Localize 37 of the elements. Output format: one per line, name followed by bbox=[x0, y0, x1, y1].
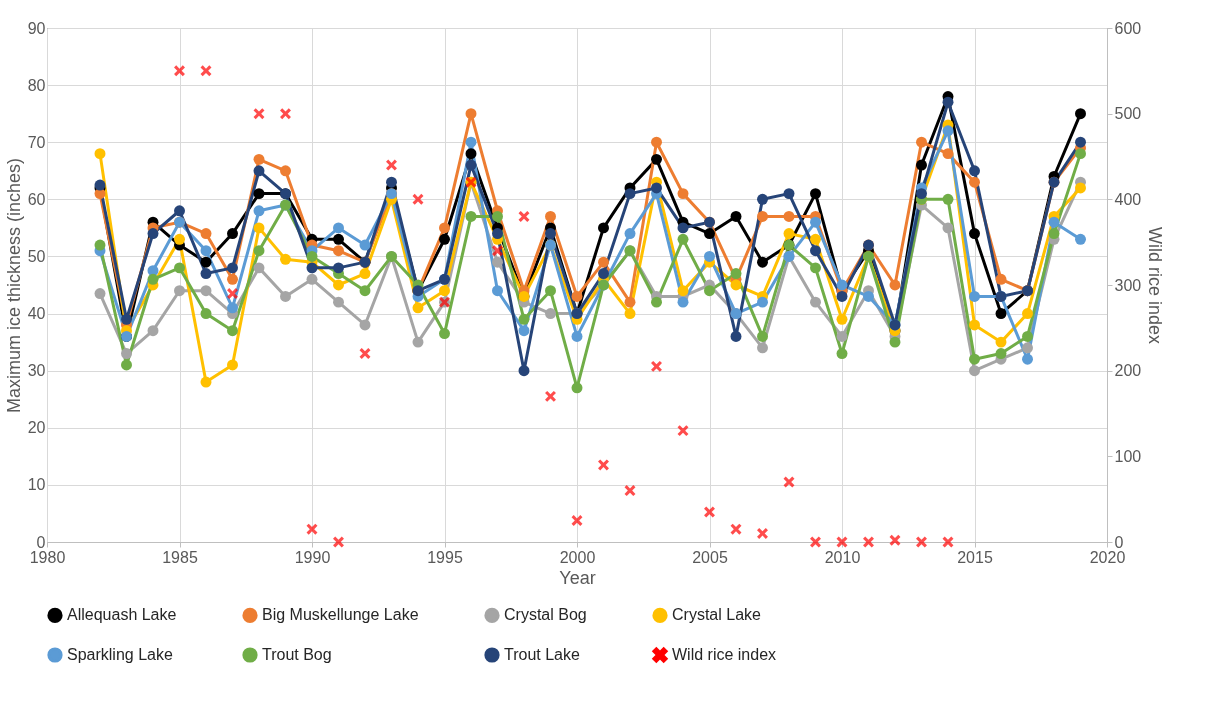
legend-label: Wild rice index bbox=[672, 646, 777, 663]
x-axis-title: Year bbox=[559, 567, 596, 588]
y2-tick-label: 600 bbox=[1114, 19, 1142, 37]
x-tick-label: 1980 bbox=[29, 548, 66, 566]
legend-label: Big Muskellunge Lake bbox=[262, 606, 419, 624]
y-tick-label: 10 bbox=[27, 476, 46, 494]
x-tick-label: 2020 bbox=[1089, 548, 1126, 566]
legend-label: Sparkling Lake bbox=[67, 646, 173, 663]
y-tick-label: 90 bbox=[27, 19, 46, 37]
legend-label: Crystal Bog bbox=[504, 606, 587, 624]
y-tick-label: 40 bbox=[27, 305, 46, 323]
x-tick-label: 1990 bbox=[294, 548, 331, 566]
x-tick-label: 2000 bbox=[559, 548, 596, 566]
x-tick-label: 2010 bbox=[824, 548, 861, 566]
y-tick-label: 50 bbox=[27, 247, 46, 265]
y2-axis-title: Wild rice index bbox=[1145, 226, 1166, 345]
y2-tick-label: 200 bbox=[1114, 362, 1142, 380]
y-tick-label: 60 bbox=[27, 190, 46, 208]
x-tick-label: 2005 bbox=[692, 548, 728, 566]
x-tick-label: 1985 bbox=[162, 548, 198, 566]
y2-tick-label: 0 bbox=[1114, 533, 1124, 551]
y-tick-label: 0 bbox=[36, 533, 46, 551]
x-tick-label: 2015 bbox=[957, 548, 993, 566]
legend-label: Crystal Lake bbox=[672, 606, 762, 624]
y-tick-label: 20 bbox=[27, 419, 46, 437]
y2-tick-label: 100 bbox=[1114, 447, 1142, 465]
legend-label: Allequash Lake bbox=[67, 606, 177, 624]
y-tick-label: 30 bbox=[27, 362, 46, 380]
y-tick-label: 80 bbox=[27, 76, 46, 94]
y2-tick-label: 500 bbox=[1114, 105, 1142, 123]
y-axis-title: Maximum ice thickness (inches) bbox=[3, 157, 24, 414]
y2-tick-label: 400 bbox=[1114, 190, 1142, 208]
x-tick-label: 1995 bbox=[427, 548, 463, 566]
legend-label: Trout Lake bbox=[504, 646, 580, 663]
legend-label: Trout Bog bbox=[262, 646, 332, 663]
y2-tick-label: 300 bbox=[1114, 276, 1142, 294]
y-tick-label: 70 bbox=[27, 133, 46, 151]
